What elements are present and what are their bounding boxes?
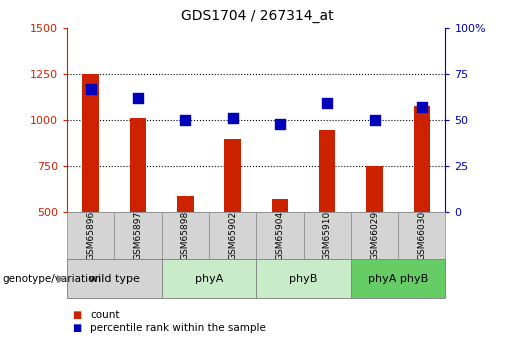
- FancyBboxPatch shape: [162, 259, 256, 298]
- FancyBboxPatch shape: [67, 212, 114, 259]
- Text: GDS1704 / 267314_at: GDS1704 / 267314_at: [181, 9, 334, 23]
- FancyBboxPatch shape: [303, 212, 351, 259]
- Text: GSM66029: GSM66029: [370, 211, 379, 260]
- Point: [418, 104, 426, 110]
- Text: ▶: ▶: [57, 274, 66, 284]
- FancyBboxPatch shape: [162, 212, 209, 259]
- Point: [87, 86, 95, 91]
- Text: phyA: phyA: [195, 274, 223, 284]
- Bar: [414, 106, 430, 212]
- FancyBboxPatch shape: [256, 259, 351, 298]
- Text: phyA phyB: phyA phyB: [368, 274, 428, 284]
- Text: GSM65897: GSM65897: [133, 211, 143, 260]
- FancyBboxPatch shape: [209, 212, 256, 259]
- Text: GSM65910: GSM65910: [323, 211, 332, 260]
- Bar: [82, 74, 99, 212]
- Bar: [366, 166, 383, 212]
- Text: ■: ■: [72, 310, 81, 320]
- Point: [181, 117, 190, 122]
- FancyBboxPatch shape: [114, 212, 162, 259]
- Bar: [271, 199, 288, 212]
- FancyBboxPatch shape: [398, 212, 445, 259]
- Text: phyB: phyB: [289, 274, 318, 284]
- Text: GSM65898: GSM65898: [181, 211, 190, 260]
- Point: [323, 100, 331, 106]
- FancyBboxPatch shape: [67, 259, 162, 298]
- Text: wild type: wild type: [89, 274, 140, 284]
- Text: GSM65902: GSM65902: [228, 211, 237, 260]
- Text: ■: ■: [72, 324, 81, 333]
- FancyBboxPatch shape: [351, 212, 398, 259]
- Text: count: count: [90, 310, 119, 320]
- Bar: [319, 130, 335, 212]
- Point: [276, 121, 284, 126]
- Text: percentile rank within the sample: percentile rank within the sample: [90, 324, 266, 333]
- Text: GSM66030: GSM66030: [417, 211, 426, 260]
- FancyBboxPatch shape: [351, 259, 445, 298]
- Bar: [177, 196, 194, 212]
- Point: [229, 115, 237, 121]
- Bar: [224, 139, 241, 212]
- Point: [370, 117, 379, 122]
- Text: GSM65904: GSM65904: [276, 211, 284, 260]
- Text: GSM65896: GSM65896: [86, 211, 95, 260]
- Point: [134, 95, 142, 100]
- Bar: [130, 118, 146, 212]
- FancyBboxPatch shape: [256, 212, 303, 259]
- Text: genotype/variation: genotype/variation: [3, 274, 101, 284]
